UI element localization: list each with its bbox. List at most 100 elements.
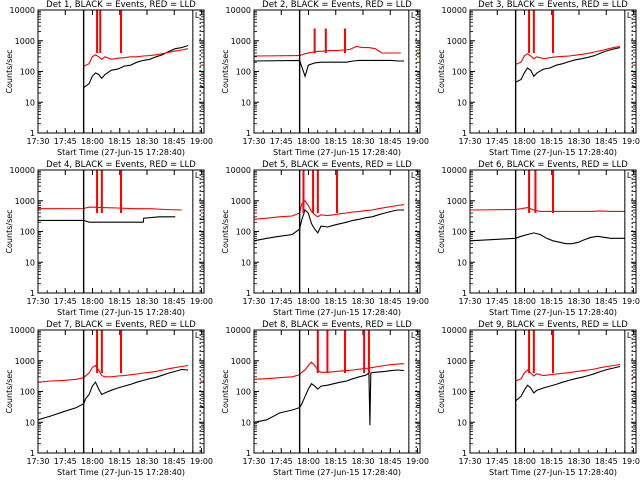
- y-tick-label: 10: [457, 418, 467, 427]
- x-tick-label: 17:45: [270, 137, 293, 146]
- x-tick-label: 18:45: [595, 137, 618, 146]
- plot-frame: [469, 329, 637, 454]
- x-tick-label: 18:15: [540, 297, 563, 306]
- y-tick-label: 10000: [10, 326, 35, 335]
- x-tick-label: 19:00: [406, 297, 429, 306]
- y-tick-label: 1000: [231, 357, 251, 366]
- y-tick-label: 10000: [226, 326, 251, 335]
- y-tick-label: 1000: [447, 37, 467, 46]
- x-tick-label: 18:00: [513, 137, 536, 146]
- y-tick-label: 100: [452, 388, 467, 397]
- y-tick-label: 1: [462, 129, 467, 138]
- x-tick-label: 17:30: [26, 137, 49, 146]
- x-tick-label: 19:00: [190, 457, 213, 466]
- panel-title: Det 4, BLACK = Events, RED = LLD: [46, 160, 196, 170]
- y-tick-label: 1: [246, 449, 251, 458]
- panel-title: Det 9, BLACK = Events, RED = LLD: [478, 320, 628, 330]
- y-tick-label: 1: [30, 449, 35, 458]
- x-tick-label: 18:00: [297, 457, 320, 466]
- x-axis-label: Start Time (27-Jun-15 17:28:40): [57, 148, 185, 157]
- x-tick-label: 17:45: [54, 297, 77, 306]
- x-tick-label: 18:30: [567, 457, 590, 466]
- panel-title: Det 1, BLACK = Events, RED = LLD: [46, 0, 196, 10]
- corner-mark: L: [627, 331, 632, 340]
- corner-mark: L: [411, 11, 416, 20]
- panel-8: Det 8, BLACK = Events, RED = LLD Counts/s…: [221, 320, 429, 477]
- plot-frame: [253, 9, 421, 134]
- plot-frame: [253, 169, 421, 294]
- lld-series-line: [515, 364, 636, 382]
- events-series-line: [469, 232, 625, 245]
- y-tick-label: 1: [462, 449, 467, 458]
- y-tick-label: 1000: [447, 357, 467, 366]
- events-series-line: [515, 365, 637, 403]
- panel-9: Det 9, BLACK = Events, RED = LLD Counts/s…: [437, 320, 640, 477]
- panel-6: Det 6, BLACK = Events, RED = LLD Counts/s…: [437, 160, 640, 317]
- panel-title: Det 3, BLACK = Events, RED = LLD: [478, 0, 628, 10]
- y-axis-label: Counts/sec: [5, 369, 14, 413]
- x-tick-label: 18:45: [379, 457, 402, 466]
- panel-4: Det 4, BLACK = Events, RED = LLD Counts/s…: [5, 160, 213, 317]
- x-axis-label: Start Time (27-Jun-15 17:28:40): [57, 308, 185, 317]
- x-tick-label: 18:00: [513, 457, 536, 466]
- x-axis-label: Start Time (27-Jun-15 17:28:40): [57, 468, 185, 477]
- plot-frame: [469, 9, 637, 134]
- y-tick-label: 100: [236, 68, 251, 77]
- panel-title: Det 8, BLACK = Events, RED = LLD: [262, 320, 412, 330]
- y-tick-label: 10: [241, 258, 251, 267]
- panel-7: Det 7, BLACK = Events, RED = LLD Counts/s…: [5, 320, 213, 477]
- x-tick-label: 17:45: [270, 297, 293, 306]
- x-tick-label: 18:30: [135, 137, 158, 146]
- y-tick-label: 1: [246, 129, 251, 138]
- x-tick-label: 17:45: [54, 137, 77, 146]
- panel-title: Det 2, BLACK = Events, RED = LLD: [262, 0, 412, 10]
- y-tick-label: 1000: [231, 37, 251, 46]
- x-tick-label: 18:00: [297, 297, 320, 306]
- x-tick-label: 18:30: [135, 297, 158, 306]
- y-tick-label: 100: [236, 228, 251, 237]
- x-axis-label: Start Time (27-Jun-15 17:28:40): [489, 308, 617, 317]
- x-tick-label: 18:00: [81, 297, 104, 306]
- plot-frame: [37, 169, 205, 294]
- x-tick-label: 18:15: [108, 137, 131, 146]
- x-tick-label: 18:30: [351, 137, 374, 146]
- events-series-line: [37, 368, 205, 421]
- x-tick-label: 19:00: [622, 137, 640, 146]
- y-tick-label: 100: [20, 228, 35, 237]
- events-series-line: [515, 47, 637, 89]
- y-axis-label: Counts/sec: [221, 209, 230, 253]
- plot-frame: [469, 169, 637, 294]
- y-tick-label: 1: [462, 289, 467, 298]
- events-series-line: [253, 369, 420, 426]
- events-series-line: [38, 216, 204, 223]
- x-tick-label: 18:45: [595, 457, 618, 466]
- corner-mark: L: [195, 331, 200, 340]
- x-tick-label: 17:30: [26, 297, 49, 306]
- plot-frame: [253, 329, 421, 454]
- x-tick-label: 18:30: [351, 457, 374, 466]
- y-axis-label: Counts/sec: [221, 49, 230, 93]
- x-tick-label: 19:00: [406, 137, 429, 146]
- lld-series-line: [469, 207, 625, 212]
- corner-mark: L: [195, 171, 200, 180]
- x-tick-label: 18:30: [351, 297, 374, 306]
- x-tick-label: 18:45: [379, 137, 402, 146]
- y-tick-label: 10: [457, 98, 467, 107]
- x-tick-label: 18:30: [567, 137, 590, 146]
- x-tick-label: 19:00: [190, 137, 213, 146]
- lld-series-line: [253, 45, 420, 57]
- x-tick-label: 18:00: [297, 137, 320, 146]
- x-tick-label: 17:30: [458, 457, 481, 466]
- x-tick-label: 18:30: [567, 297, 590, 306]
- x-tick-label: 17:30: [242, 137, 265, 146]
- x-tick-label: 19:00: [622, 457, 640, 466]
- y-tick-label: 10: [25, 98, 35, 107]
- y-tick-label: 1000: [447, 197, 467, 206]
- corner-mark: L: [195, 11, 200, 20]
- y-tick-label: 10000: [10, 6, 35, 15]
- panel-title: Det 5, BLACK = Events, RED = LLD: [262, 160, 412, 170]
- x-axis-label: Start Time (27-Jun-15 17:28:40): [273, 468, 401, 477]
- panel-1: Det 1, BLACK = Events, RED = LLD Counts/s…: [5, 0, 213, 157]
